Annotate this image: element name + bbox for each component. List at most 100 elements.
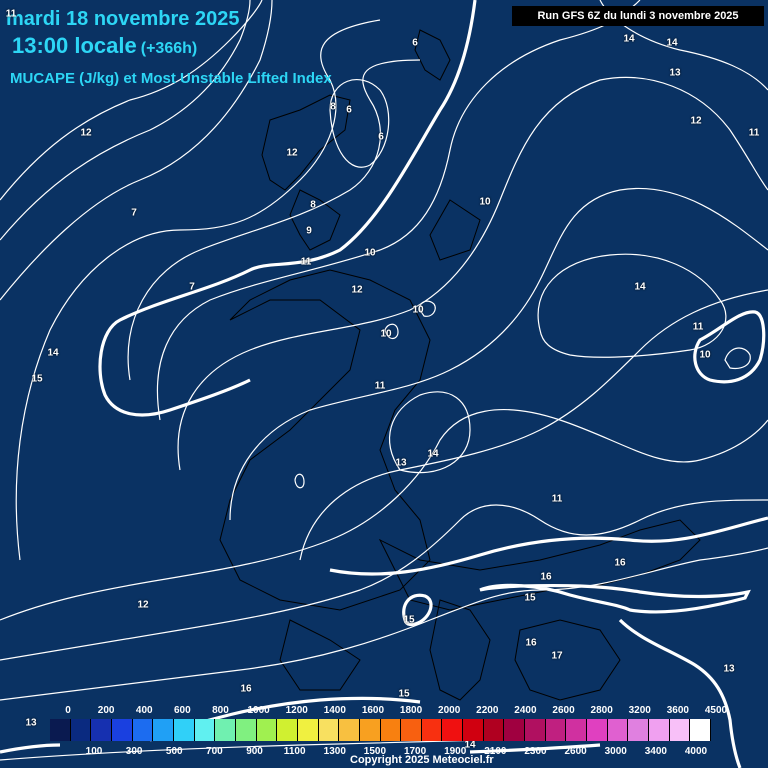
contour-value-label: 11	[551, 493, 563, 505]
contour-value-label: 13	[669, 67, 681, 79]
legend-swatch	[215, 719, 236, 741]
legend-top-tick: 600	[174, 705, 191, 716]
contour-value-label: 7	[189, 281, 195, 293]
contour-value-label: 6	[412, 37, 418, 49]
contour-value-label: 15	[403, 614, 415, 626]
legend-bottom-tick: 3400	[644, 746, 667, 757]
contour-value-label: 15	[524, 592, 536, 604]
legend-top-tick: 800	[212, 705, 229, 716]
legend-bottom-tick: 100	[85, 746, 103, 757]
contour-value-label: 8	[330, 101, 336, 113]
legend-swatch	[111, 719, 133, 741]
legend-swatch	[401, 719, 422, 741]
contour-value-label: 10	[699, 349, 711, 361]
legend-swatch	[297, 719, 319, 741]
contour-value-label: 16	[540, 571, 552, 583]
contour-value-label: 16	[614, 557, 626, 569]
legend-swatch	[339, 719, 360, 741]
legend-swatch	[194, 719, 216, 741]
legend-swatch	[173, 719, 195, 741]
contour-value-label: 11	[374, 380, 386, 392]
contour-value-label: 17	[551, 650, 563, 662]
contour-value-label: 12	[351, 284, 363, 296]
legend-top-tick: 3200	[628, 705, 651, 716]
legend-top-tick: 3600	[666, 705, 689, 716]
legend-bottom-tick: 2100	[484, 746, 507, 757]
copyright: Copyright 2025 Meteociel.fr	[350, 754, 494, 766]
forecast-time: 13:00 locale (+366h)	[12, 33, 197, 59]
legend-top-tick: 4500	[704, 705, 728, 716]
legend-top-tick: 2400	[514, 705, 537, 716]
legend-top-tick: 2000	[438, 705, 461, 716]
legend-bottom-tick: 1300	[323, 746, 346, 757]
legend-swatch	[132, 719, 154, 741]
contour-value-label: 15	[31, 373, 43, 385]
legend-bottom-tick: 1100	[283, 746, 306, 757]
contour-value-label: 15	[398, 688, 410, 700]
legend-swatch	[587, 719, 608, 741]
legend-swatch	[153, 719, 174, 741]
contour-value-label: 11	[300, 256, 312, 268]
legend-top-tick: 2600	[552, 705, 575, 716]
contour-value-label: 10	[479, 196, 491, 208]
legend-top-tick: 400	[135, 705, 153, 716]
contour-value-label: 11	[5, 8, 17, 20]
forecast-time-text: 13:00 locale	[12, 33, 137, 58]
legend-swatch	[235, 719, 257, 741]
contour-value-label: 10	[380, 328, 392, 340]
contour-value-label: 10	[364, 247, 376, 259]
legend-bottom-tick: 300	[125, 746, 143, 757]
legend-bottom-tick: 1500	[363, 746, 387, 757]
legend-top-tick: 1400	[323, 705, 346, 716]
contour-value-label: 12	[80, 127, 92, 139]
legend-top-tick: 1000	[247, 705, 270, 716]
contour-value-label: 14	[634, 281, 646, 293]
legend-bottom-tick: 2300	[524, 746, 547, 757]
contour-value-label: 6	[378, 131, 384, 143]
contour-value-label: 11	[692, 321, 704, 333]
legend-swatch	[256, 719, 278, 741]
legend-top-tick: 200	[97, 705, 115, 716]
legend-swatch	[669, 719, 691, 741]
legend-swatch	[607, 719, 629, 741]
legend-top-tick: 1800	[399, 705, 423, 716]
legend-bottom-tick: 700	[206, 746, 223, 757]
legend-swatch	[318, 719, 340, 741]
legend-bottom-tick: 900	[246, 746, 263, 757]
contour-value-label: 9	[306, 225, 312, 237]
contour-value-label: 16	[525, 637, 537, 649]
legend-swatch	[690, 719, 711, 741]
contour-value-label: 12	[286, 147, 298, 159]
legend-swatch	[463, 719, 484, 741]
contour-value-label: 13	[723, 663, 735, 675]
legend-swatch	[566, 719, 588, 741]
legend-bottom-tick: 500	[165, 746, 183, 757]
contour-value-label: 13	[25, 717, 37, 729]
coastlines	[219, 29, 701, 701]
legend-swatch	[504, 719, 526, 741]
contour-value-label: 14	[666, 37, 678, 49]
legend-swatch	[483, 719, 505, 741]
field-title: MUCAPE (J/kg) et Most Unstable Lifted In…	[10, 70, 332, 87]
legend-swatch	[545, 719, 567, 741]
legend-swatch	[277, 719, 298, 741]
legend-bottom-tick: 3000	[604, 746, 627, 757]
legend-bottom-tick: 4000	[684, 746, 708, 757]
legend-swatch	[525, 719, 546, 741]
contour-value-label: 14	[427, 448, 439, 460]
contour-value-label: 14	[623, 33, 635, 45]
colorbar-legend	[50, 719, 711, 741]
contour-value-label: 11	[748, 127, 760, 139]
legend-bottom-tick: 1900	[444, 746, 467, 757]
run-info: Run GFS 6Z du lundi 3 novembre 2025	[512, 6, 764, 26]
legend-swatch	[380, 719, 402, 741]
legend-top-tick: 1600	[361, 705, 385, 716]
contour-value-label: 7	[131, 207, 137, 219]
legend-bottom-tick: 1700	[403, 746, 427, 757]
legend-swatch	[442, 719, 464, 741]
contour-value-label: 16	[240, 683, 252, 695]
legend-swatch	[50, 719, 71, 741]
legend-top-tick: 1200	[285, 705, 308, 716]
forecast-lead: (+366h)	[140, 40, 198, 57]
